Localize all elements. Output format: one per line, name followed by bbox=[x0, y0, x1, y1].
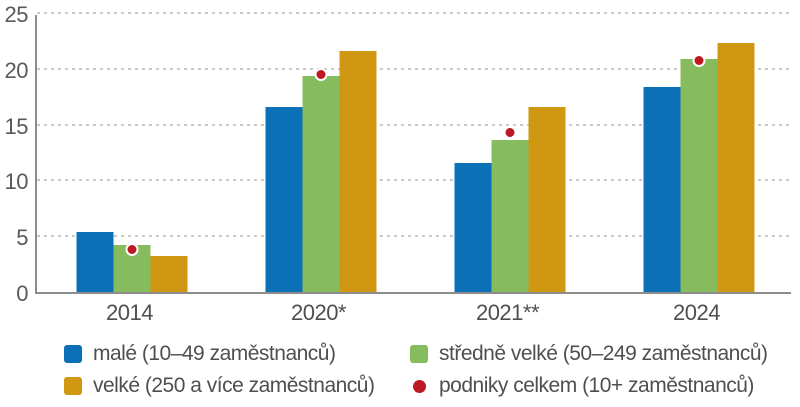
legend-swatch-green bbox=[410, 345, 428, 363]
gridline bbox=[37, 123, 791, 126]
legend-swatch-gold bbox=[64, 377, 82, 395]
gridline bbox=[37, 179, 791, 182]
bar-series0-2021** bbox=[454, 162, 491, 292]
bar-group-2020* bbox=[226, 15, 415, 292]
bar-group-2021** bbox=[415, 15, 604, 292]
x-category-label: 2014 bbox=[106, 300, 153, 325]
y-tick-label: 5 bbox=[16, 225, 28, 251]
bar-series1-2024 bbox=[680, 58, 717, 292]
bar-series2-2024 bbox=[717, 43, 754, 292]
bar-series1-2020* bbox=[302, 75, 339, 292]
legend: malé (10–49 zaměstnanců) středně velké (… bbox=[0, 336, 800, 402]
y-tick-label: 0 bbox=[16, 281, 28, 306]
x-category-label: 2020* bbox=[290, 300, 347, 325]
total-dot-2014 bbox=[125, 243, 138, 257]
legend-marker-red-dot bbox=[412, 379, 426, 393]
legend-label: velké (250 a více zaměstnanců) bbox=[93, 374, 375, 397]
bar-series2-2020* bbox=[339, 50, 376, 292]
bar-group-2014 bbox=[37, 15, 226, 292]
legend-item-small: malé (10–49 zaměstnanců) bbox=[64, 342, 336, 366]
total-dot-2021** bbox=[503, 126, 516, 140]
bar-series2-2014 bbox=[150, 256, 187, 292]
bar-cluster bbox=[265, 50, 376, 292]
legend-label: středně velké (50–249 zaměstnanců) bbox=[439, 342, 768, 365]
bar-group-2024 bbox=[604, 15, 793, 292]
bar-cluster bbox=[76, 231, 187, 292]
plot-area bbox=[35, 12, 793, 294]
legend-label: malé (10–49 zaměstnanců) bbox=[93, 342, 336, 365]
bar-series2-2021** bbox=[528, 106, 565, 292]
x-category-label: 2024 bbox=[673, 300, 720, 325]
gridline bbox=[37, 235, 791, 238]
legend-label: podniky celkem (10+ zaměstnanců) bbox=[439, 374, 754, 397]
y-tick-label: 20 bbox=[4, 57, 29, 83]
bar-series0-2014 bbox=[76, 231, 113, 292]
legend-item-medium: středně velké (50–249 zaměstnanců) bbox=[410, 342, 768, 366]
gridline bbox=[37, 67, 791, 70]
legend-item-total: podniky celkem (10+ zaměstnanců) bbox=[410, 374, 754, 398]
bar-series0-2020* bbox=[265, 106, 302, 292]
total-dot-2024 bbox=[692, 53, 705, 67]
legend-swatch-blue bbox=[64, 345, 82, 363]
total-dot-2020* bbox=[314, 68, 327, 82]
y-tick-label: 25 bbox=[4, 2, 29, 27]
bar-cluster bbox=[454, 106, 565, 292]
legend-item-large: velké (250 a více zaměstnanců) bbox=[64, 374, 375, 398]
y-tick-label: 15 bbox=[4, 113, 29, 139]
bar-series1-2021** bbox=[491, 140, 528, 292]
x-category-label: 2021** bbox=[475, 300, 540, 325]
gridline bbox=[37, 12, 791, 14]
bar-series0-2024 bbox=[643, 86, 680, 292]
y-tick-label: 10 bbox=[4, 169, 29, 195]
bar-cluster bbox=[643, 43, 754, 292]
